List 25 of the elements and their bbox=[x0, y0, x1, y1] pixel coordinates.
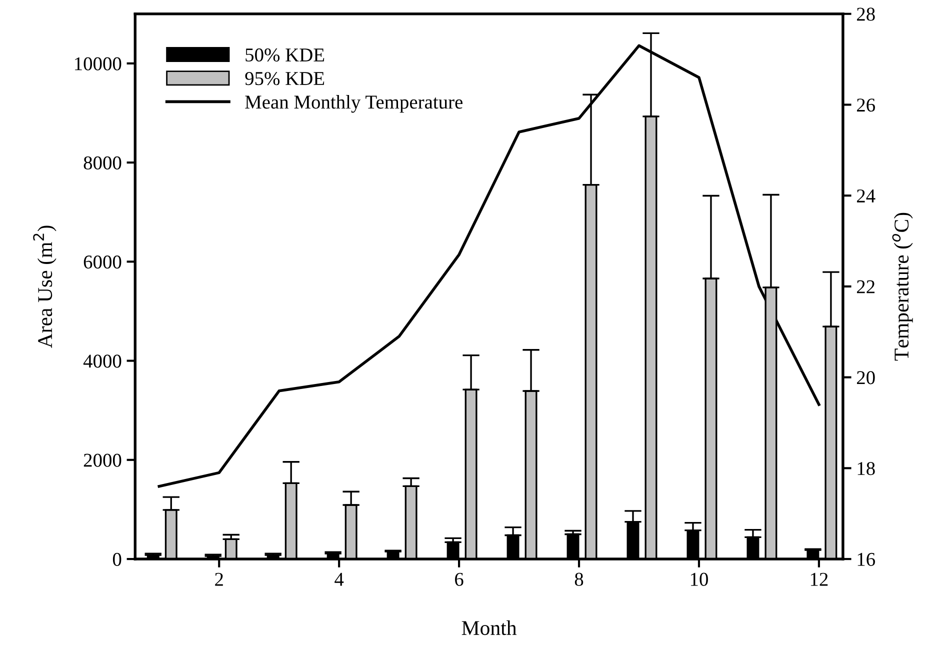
x-tick-label: 4 bbox=[334, 572, 344, 586]
x-axis-title: Month bbox=[462, 620, 517, 636]
x-tick-label: 2 bbox=[215, 572, 223, 586]
legend-label: 50% KDE bbox=[246, 48, 324, 62]
y2-tick-label: 26 bbox=[856, 98, 875, 112]
y2-tick-label: 22 bbox=[856, 280, 875, 294]
x-tick-label: 10 bbox=[690, 572, 708, 586]
y-tick-label: 8000 bbox=[84, 156, 122, 170]
y2-tick-label: 20 bbox=[856, 371, 875, 384]
y2-axis-title: Temperature ($^{o}$C) bbox=[892, 212, 913, 361]
y-tick-label: 6000 bbox=[84, 255, 122, 269]
y2-tick-label: 28 bbox=[856, 8, 875, 21]
y-tick-label: 4000 bbox=[83, 354, 122, 368]
legend-label: 95% KDE bbox=[245, 72, 324, 86]
y-tick-label: 0 bbox=[112, 552, 122, 566]
y-tick-label: 2000 bbox=[84, 454, 122, 467]
legend-label: Mean Monthly Temperature bbox=[245, 95, 462, 113]
y2-tick-label: 24 bbox=[856, 189, 876, 202]
y-tick-label: 10000 bbox=[75, 57, 122, 70]
x-tick-label: 8 bbox=[574, 572, 584, 586]
x-tick-label: 6 bbox=[455, 572, 464, 586]
y-axis-title: Area Use (m$^{2}$) bbox=[33, 226, 56, 348]
x-tick-label: 12 bbox=[810, 572, 828, 586]
y2-tick-label: 18 bbox=[858, 462, 875, 476]
y2-tick-label: 16 bbox=[858, 552, 875, 566]
